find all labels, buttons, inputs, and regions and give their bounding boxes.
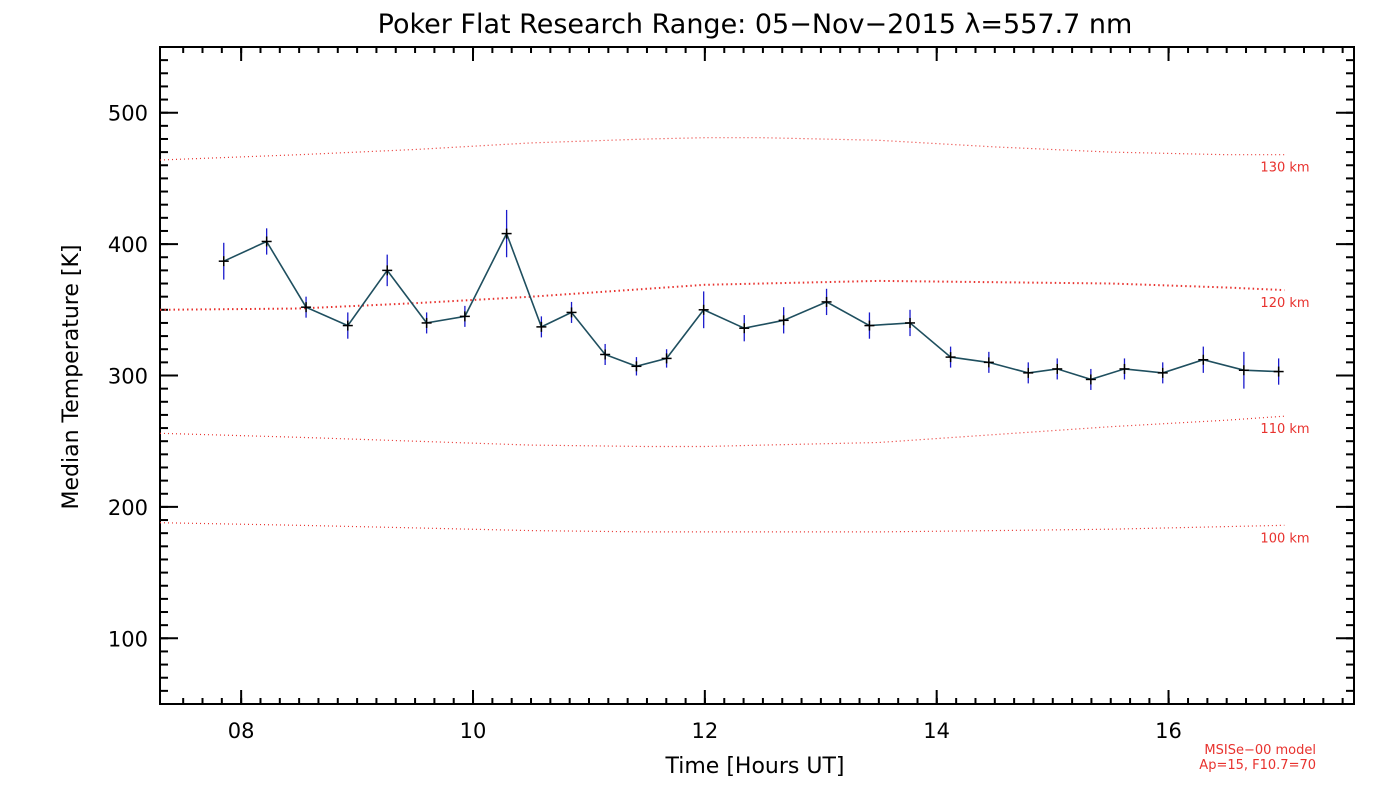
x-tick-label: 12 — [691, 719, 718, 743]
y-tick-label: 300 — [108, 365, 148, 389]
data-point — [566, 307, 577, 318]
data-point — [536, 321, 547, 332]
data-markers — [218, 228, 1284, 385]
data-point — [1198, 354, 1209, 365]
data-point — [501, 228, 512, 239]
model-label-110-km: 110 km — [1260, 422, 1309, 437]
model-curve-110-km — [159, 415, 1285, 448]
plot-frame — [159, 46, 1355, 705]
model-note-line-2: Ap=15, F10.7=70 — [1199, 758, 1316, 773]
model-label-120-km: 120 km — [1260, 296, 1309, 311]
x-tick-label: 10 — [460, 719, 487, 743]
model-label-130-km: 130 km — [1260, 161, 1309, 176]
data-point — [421, 317, 432, 328]
data-point — [261, 236, 272, 247]
x-tick-label: 08 — [228, 719, 255, 743]
temperature-series — [223, 231, 1279, 381]
x-tick-label: 16 — [1155, 719, 1182, 743]
model-note-line-1: MSISe−00 model — [1204, 743, 1316, 758]
data-point — [218, 256, 229, 267]
data-point — [1238, 365, 1249, 376]
data-point — [1157, 367, 1168, 378]
data-point — [1052, 363, 1063, 374]
data-point — [698, 304, 709, 315]
y-tick-label: 400 — [108, 233, 148, 257]
data-point — [821, 296, 832, 307]
y-tick-label: 100 — [108, 627, 148, 651]
series-line — [223, 231, 1279, 381]
x-tick-label: 14 — [923, 719, 950, 743]
data-point — [1023, 367, 1034, 378]
y-tick-label: 500 — [108, 102, 148, 126]
data-point — [778, 315, 789, 326]
minor-ticks — [160, 46, 1354, 704]
model-label-100-km: 100 km — [1260, 531, 1309, 546]
data-point — [631, 361, 642, 372]
y-tick-labels: 100 200 300 400 500 — [108, 102, 148, 652]
data-point — [342, 320, 353, 331]
error-bars — [223, 209, 1280, 390]
x-axis-label: Time [Hours UT] — [665, 754, 845, 779]
data-point — [864, 320, 875, 331]
y-tick-label: 200 — [108, 496, 148, 520]
chart-title: Poker Flat Research Range: 05−Nov−2015 λ… — [378, 9, 1133, 40]
data-point — [301, 302, 312, 313]
data-point — [661, 353, 672, 364]
data-point — [1119, 363, 1130, 374]
data-point — [1273, 366, 1284, 377]
model-curve-130-km — [159, 137, 1285, 161]
data-point — [905, 317, 916, 328]
major-ticks — [160, 47, 1354, 704]
x-tick-labels: 08 10 12 14 16 — [228, 719, 1182, 743]
data-point — [600, 349, 611, 360]
data-point — [983, 357, 994, 368]
model-curve-120-km — [159, 279, 1285, 311]
model-curve-100-km — [159, 522, 1285, 533]
msis-model-labels: 130 km 120 km 110 km 100 km — [1260, 161, 1309, 547]
data-point — [382, 265, 393, 276]
y-axis-label: Median Temperature [K] — [59, 245, 84, 510]
data-point — [945, 352, 956, 363]
msis-model-curves — [159, 137, 1285, 533]
data-point — [739, 323, 750, 334]
data-point — [459, 311, 470, 322]
data-point — [1085, 374, 1096, 385]
